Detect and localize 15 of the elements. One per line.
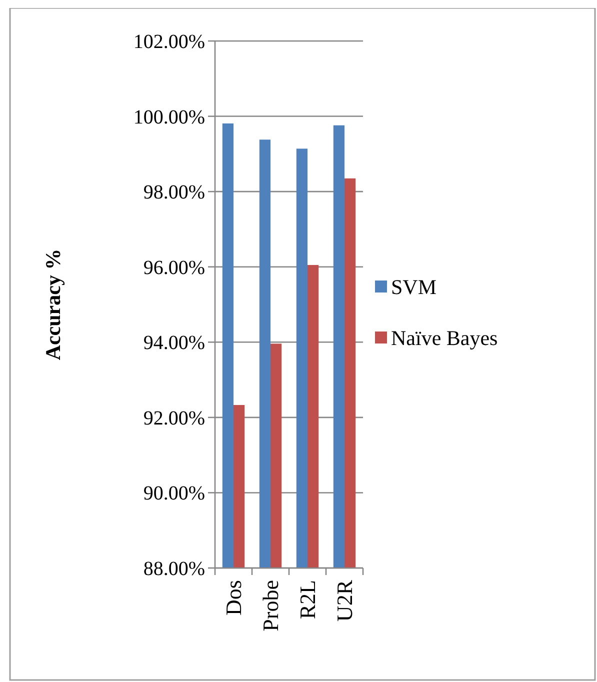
x-tick-label: Dos: [221, 580, 246, 616]
legend-label: Naïve Bayes: [391, 326, 498, 350]
x-tick-label: R2L: [295, 580, 320, 620]
y-tick-label: 94.00%: [143, 332, 205, 354]
legend-label: SVM: [391, 274, 437, 299]
y-tick-label: 92.00%: [143, 407, 205, 430]
y-tick-label: 96.00%: [143, 256, 205, 279]
x-tick-label: U2R: [332, 580, 358, 622]
y-tick-label: 90.00%: [143, 482, 205, 505]
y-tick-label: 98.00%: [143, 182, 205, 204]
y-tick-label: 102.00%: [133, 31, 205, 53]
y-tick-label: 88.00%: [143, 558, 205, 580]
y-tick-label: 100.00%: [133, 106, 205, 128]
x-tick-label: Probe: [258, 580, 284, 632]
y-axis-title: Accuracy %: [41, 248, 65, 360]
